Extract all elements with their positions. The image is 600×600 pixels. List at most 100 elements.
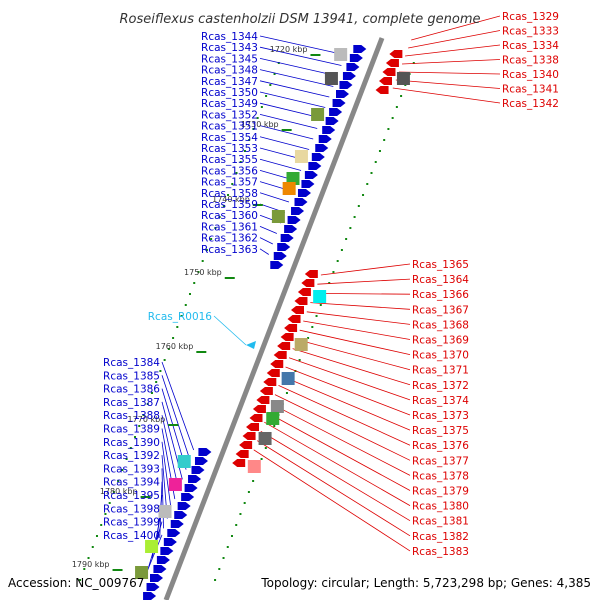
gene-label: Rcas_1354	[201, 132, 258, 144]
gene-label: Rcas_1387	[103, 397, 160, 409]
track-dot	[357, 205, 360, 207]
function-box	[145, 540, 159, 553]
forward-gene-arrow	[284, 225, 298, 233]
gene-label: Rcas_1384	[103, 357, 160, 369]
gene-label: Rcas_1356	[201, 165, 258, 177]
function-box	[168, 478, 182, 491]
gene-label: Rcas_1379	[412, 486, 469, 498]
label-connector	[267, 412, 411, 491]
kbp-tick-label: 1790 kbp	[72, 560, 110, 569]
reverse-gene-arrow	[235, 450, 249, 458]
track-dot	[218, 216, 221, 218]
gene-label: Rcas_1361	[201, 221, 258, 233]
track-dot	[252, 128, 255, 130]
label-connector	[411, 15, 501, 41]
gene-label: Rcas_1349	[201, 98, 258, 110]
track-dot	[243, 502, 246, 504]
label-connector	[405, 44, 501, 57]
label-connector	[288, 357, 411, 401]
track-dot	[197, 271, 200, 273]
label-connector	[303, 320, 411, 340]
accession-text: Accession: NC_009767	[8, 576, 144, 590]
gene-label: Rcas_1353	[201, 143, 258, 155]
label-connector	[161, 441, 172, 509]
gene-label: Rcas_1399	[103, 517, 160, 529]
forward-gene-arrow	[273, 252, 287, 260]
track-dot	[150, 392, 153, 394]
track-dot	[383, 139, 386, 141]
forward-gene-arrow	[170, 520, 184, 528]
track-dot	[146, 403, 149, 405]
label-connector	[161, 468, 164, 529]
gene-label: Rcas_1348	[201, 65, 258, 77]
gene-label: Rcas_1364	[412, 274, 469, 286]
track-dot	[222, 205, 225, 207]
track-dot	[374, 161, 377, 163]
forward-gene-arrow	[174, 511, 188, 519]
gene-label: Rcas_1355	[201, 154, 258, 166]
label-lines	[144, 15, 501, 578]
track-dot	[243, 150, 246, 152]
label-connector	[408, 30, 501, 49]
label-connector	[398, 71, 501, 75]
reverse-gene-arrow	[301, 279, 315, 287]
track-dot	[226, 546, 229, 548]
label-connector	[271, 403, 411, 476]
forward-gene-arrow	[325, 117, 339, 125]
gene-label: Rcas_1359	[201, 199, 258, 211]
reverse-gene-arrow	[297, 288, 311, 296]
forward-gene-arrow	[143, 592, 157, 600]
track-dot	[117, 480, 120, 482]
label-connector	[296, 339, 411, 371]
track-dot	[387, 128, 390, 130]
gene-label: Rcas_1371	[412, 365, 469, 377]
track-dot	[129, 447, 132, 449]
gene-label: Rcas_1333	[502, 26, 559, 38]
track-dot	[247, 491, 250, 493]
track-dot	[264, 447, 267, 449]
gene-label: Rcas_1378	[412, 470, 469, 482]
gene-label: Rcas_1357	[201, 177, 258, 189]
reverse-gene-arrow	[294, 297, 308, 305]
label-connector	[259, 69, 334, 87]
gene-label: Rcas_1345	[201, 53, 258, 65]
track-dot	[345, 238, 348, 240]
reverse-gene-arrow	[270, 360, 284, 368]
track-dot	[125, 458, 128, 460]
function-box	[396, 72, 410, 85]
track-dot	[248, 139, 251, 141]
gene-label: Rcas_1398	[103, 503, 160, 515]
track-dot	[172, 337, 175, 339]
kbp-tick-label: 1780 kbp	[100, 487, 138, 496]
track-dot	[83, 568, 86, 570]
gene-label: Rcas_1367	[412, 304, 469, 316]
label-connector	[317, 278, 411, 285]
function-box	[247, 460, 261, 473]
track-dot	[336, 260, 339, 262]
track-dot	[391, 117, 394, 119]
label-connector	[213, 315, 247, 346]
track-dot	[311, 326, 314, 328]
gene-label: Rcas_1372	[412, 380, 469, 392]
reverse-gene-arrow	[242, 432, 256, 440]
track-dot	[332, 271, 335, 273]
label-connector	[299, 329, 411, 355]
reverse-gene-arrow	[273, 351, 287, 359]
label-connector	[259, 80, 330, 98]
gene-label: Rcas_1334	[502, 40, 559, 52]
reverse-gene-arrow	[277, 342, 291, 350]
reverse-gene-arrow	[239, 441, 253, 449]
kbp-tick-label: 1760 kbp	[156, 342, 194, 351]
label-connector	[253, 449, 411, 552]
track-dot	[239, 161, 242, 163]
forward-gene-arrow	[149, 574, 163, 582]
track-dot	[273, 73, 276, 75]
track-dot	[100, 524, 103, 526]
gene-label: Rcas_1394	[103, 477, 160, 489]
gene-label: Rcas_1366	[412, 289, 469, 301]
track-dot	[231, 183, 234, 185]
kbp-tick-label: 1720 kbp	[270, 45, 308, 54]
function-box	[294, 150, 308, 163]
forward-gene-arrow	[353, 45, 367, 53]
